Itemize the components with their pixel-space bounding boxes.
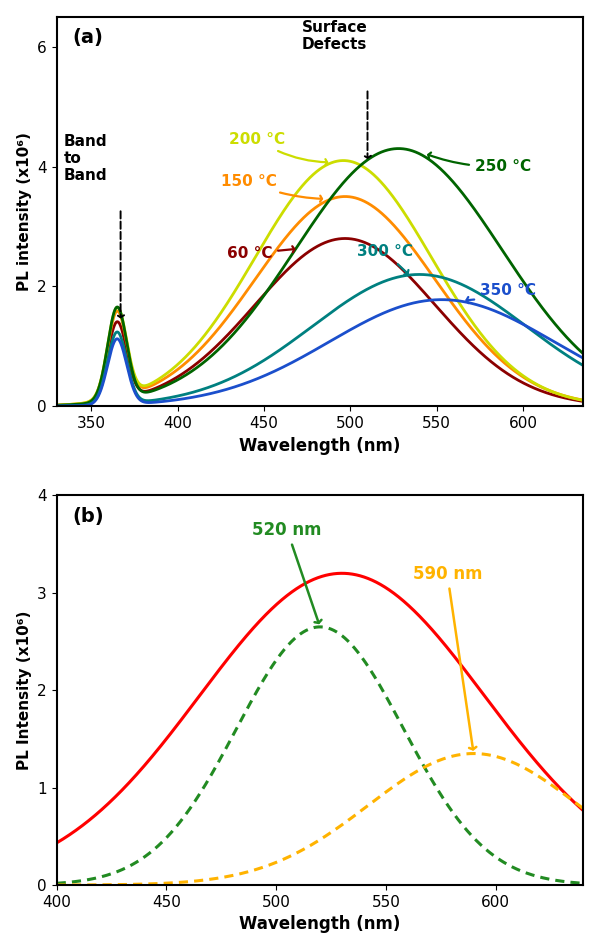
- Text: Surface
Defects: Surface Defects: [302, 20, 368, 52]
- Text: Band
to
Band: Band to Band: [64, 134, 107, 183]
- Text: 250 °C: 250 °C: [428, 153, 530, 174]
- Text: 300 °C: 300 °C: [357, 244, 413, 275]
- Text: 520 nm: 520 nm: [253, 522, 322, 623]
- Text: 200 °C: 200 °C: [229, 132, 327, 165]
- Text: 150 °C: 150 °C: [221, 174, 322, 201]
- Text: 60 °C: 60 °C: [227, 246, 295, 261]
- X-axis label: Wavelength (nm): Wavelength (nm): [239, 437, 401, 455]
- Text: (b): (b): [73, 507, 104, 526]
- Y-axis label: PL intensity (x10⁶): PL intensity (x10⁶): [17, 132, 32, 291]
- Y-axis label: PL Intensity (x10⁶): PL Intensity (x10⁶): [17, 611, 32, 770]
- Text: (a): (a): [73, 28, 103, 48]
- Text: 350 °C: 350 °C: [467, 283, 536, 303]
- X-axis label: Wavelength (nm): Wavelength (nm): [239, 916, 401, 933]
- Text: 590 nm: 590 nm: [413, 565, 482, 750]
